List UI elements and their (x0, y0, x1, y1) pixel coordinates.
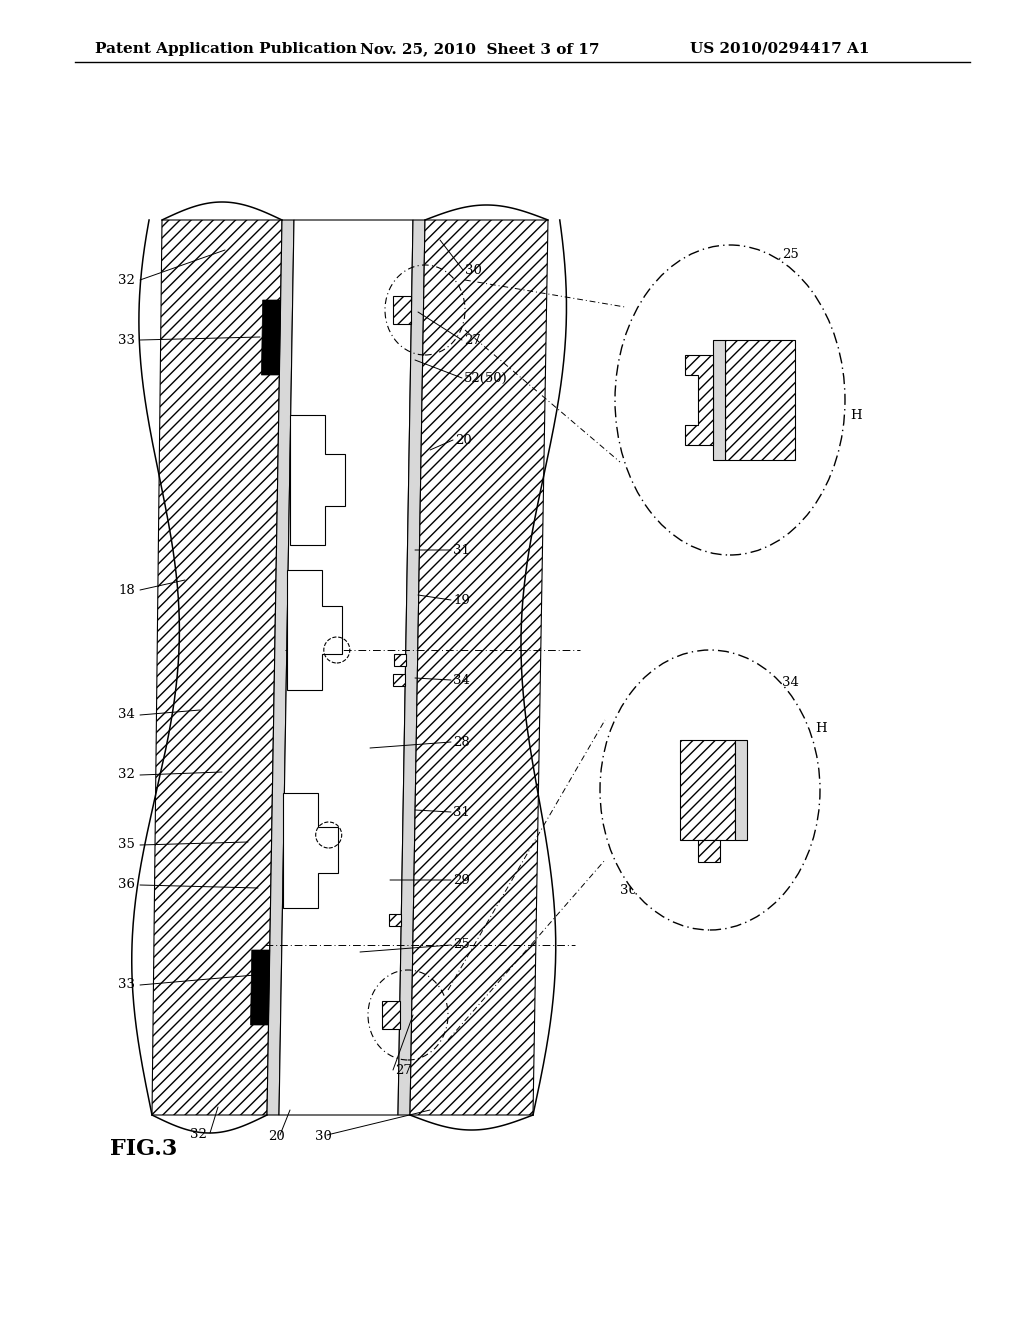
Text: 20: 20 (782, 766, 799, 779)
Text: 35: 35 (118, 838, 135, 851)
Text: 31: 31 (782, 424, 799, 437)
Text: 34: 34 (782, 676, 799, 689)
Polygon shape (698, 840, 720, 862)
Polygon shape (685, 355, 713, 445)
Text: 31: 31 (453, 805, 470, 818)
Polygon shape (393, 675, 406, 686)
Text: 34: 34 (453, 673, 470, 686)
Text: 30: 30 (315, 1130, 332, 1143)
Polygon shape (393, 653, 406, 667)
Polygon shape (152, 220, 282, 1115)
Polygon shape (382, 1001, 399, 1030)
Text: FIG.3: FIG.3 (110, 1138, 177, 1160)
Polygon shape (398, 220, 425, 1115)
Polygon shape (735, 741, 746, 840)
Text: 32: 32 (190, 1129, 207, 1142)
Polygon shape (410, 220, 548, 1115)
Text: 36: 36 (118, 879, 135, 891)
Polygon shape (284, 792, 339, 908)
Text: 29: 29 (782, 326, 799, 338)
Text: Patent Application Publication: Patent Application Publication (95, 42, 357, 55)
Text: 20: 20 (455, 433, 472, 446)
Text: Nov. 25, 2010  Sheet 3 of 17: Nov. 25, 2010 Sheet 3 of 17 (360, 42, 599, 55)
Polygon shape (713, 341, 725, 459)
Text: H: H (782, 714, 794, 726)
Text: 34: 34 (118, 709, 135, 722)
Text: H: H (850, 409, 861, 422)
Text: 27: 27 (395, 1064, 412, 1077)
Polygon shape (290, 414, 345, 545)
Polygon shape (251, 950, 269, 1026)
Text: 30: 30 (465, 264, 482, 276)
Text: 52(50): 52(50) (620, 849, 664, 862)
Ellipse shape (615, 246, 845, 554)
Text: 25: 25 (782, 248, 799, 261)
Text: US 2010/0294417 A1: US 2010/0294417 A1 (690, 42, 869, 55)
Text: 52(50): 52(50) (464, 371, 508, 384)
Text: 28: 28 (453, 735, 470, 748)
Polygon shape (389, 913, 401, 927)
Text: 31: 31 (453, 544, 470, 557)
Text: 18: 18 (118, 583, 135, 597)
Text: 36: 36 (620, 883, 637, 896)
Polygon shape (261, 300, 281, 375)
Polygon shape (287, 570, 342, 690)
Text: 27: 27 (464, 334, 481, 346)
Text: 20: 20 (268, 1130, 285, 1143)
Text: 29: 29 (453, 874, 470, 887)
Text: H: H (718, 450, 730, 463)
Text: 32: 32 (118, 768, 135, 781)
Text: 33: 33 (118, 334, 135, 346)
Text: 19: 19 (453, 594, 470, 606)
Text: 32: 32 (118, 273, 135, 286)
Ellipse shape (600, 649, 820, 931)
Polygon shape (267, 220, 294, 1115)
Text: 33: 33 (118, 978, 135, 991)
Polygon shape (393, 296, 412, 323)
Polygon shape (279, 220, 413, 1115)
Polygon shape (725, 341, 795, 459)
Text: 25: 25 (453, 939, 470, 952)
Text: H: H (815, 722, 826, 734)
Polygon shape (680, 741, 735, 840)
